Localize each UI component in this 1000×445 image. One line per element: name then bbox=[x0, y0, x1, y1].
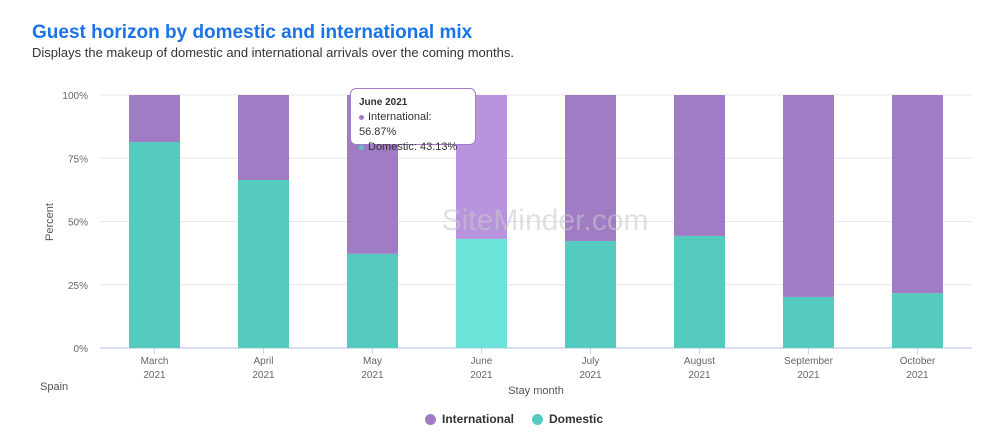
x-tick-label: May bbox=[363, 356, 382, 367]
x-tick-label: 2021 bbox=[906, 370, 929, 381]
international-dot-icon bbox=[359, 114, 364, 120]
bar-domestic[interactable] bbox=[456, 238, 507, 348]
x-tick-label: October bbox=[900, 356, 936, 367]
x-tick-label: March bbox=[141, 356, 169, 367]
bar-domestic[interactable] bbox=[892, 293, 943, 348]
region-label: Spain bbox=[40, 381, 69, 393]
legend-label: International bbox=[442, 412, 515, 426]
tooltip-title: June 2021 bbox=[359, 97, 408, 108]
x-tick-label: 2021 bbox=[797, 370, 820, 381]
y-tick-label: 0% bbox=[74, 344, 89, 355]
legend-label: Domestic bbox=[549, 412, 604, 426]
x-tick-label: August bbox=[684, 356, 715, 367]
bar-international[interactable] bbox=[565, 95, 616, 241]
bar-domestic[interactable] bbox=[565, 240, 616, 348]
chart-subtitle: Displays the makeup of domestic and inte… bbox=[32, 45, 514, 60]
bar-domestic[interactable] bbox=[783, 296, 834, 348]
domestic-circle-icon bbox=[532, 414, 544, 426]
watermark-logo: SiteMinder.com bbox=[442, 204, 649, 237]
x-tick-label: 2021 bbox=[579, 370, 602, 381]
chart-title: Guest horizon by domestic and internatio… bbox=[32, 22, 473, 43]
bar-international[interactable] bbox=[783, 95, 834, 297]
bar-domestic[interactable] bbox=[129, 142, 180, 348]
x-tick-label: June bbox=[471, 356, 493, 367]
y-tick-label: 100% bbox=[62, 91, 88, 102]
bar-domestic[interactable] bbox=[674, 235, 725, 348]
x-tick-label: September bbox=[784, 356, 834, 367]
tooltip-international: International: 56.87% bbox=[359, 111, 432, 138]
x-tick-label: 2021 bbox=[688, 370, 711, 381]
x-axis-label: Stay month bbox=[508, 385, 564, 397]
x-tick-label: 2021 bbox=[361, 370, 384, 381]
international-circle-icon bbox=[425, 414, 436, 426]
bar-domestic[interactable] bbox=[238, 180, 289, 348]
x-tick-label: 2021 bbox=[470, 370, 493, 381]
tooltip-domestic: Domestic: 43.13% bbox=[368, 141, 458, 153]
x-tick-label: 2021 bbox=[143, 370, 166, 381]
y-tick-label: 50% bbox=[68, 218, 88, 229]
legend: International Domestic bbox=[425, 412, 603, 426]
x-tick-label: July bbox=[582, 356, 600, 367]
tooltip: June 2021 International: 56.87% Domestic… bbox=[350, 88, 476, 153]
bar-international[interactable] bbox=[238, 95, 289, 181]
bar-international[interactable] bbox=[129, 95, 180, 143]
domestic-dot-icon bbox=[359, 144, 364, 150]
bar-domestic[interactable] bbox=[347, 253, 398, 348]
legend-item-international[interactable]: International bbox=[425, 412, 514, 426]
x-tick-label: April bbox=[253, 356, 273, 367]
legend-item-domestic[interactable]: Domestic bbox=[532, 412, 603, 426]
y-tick-label: 75% bbox=[68, 154, 88, 165]
y-axis-label: Percent bbox=[44, 203, 56, 241]
x-tick-label: 2021 bbox=[252, 370, 275, 381]
bar-international[interactable] bbox=[892, 95, 943, 294]
bar-international[interactable] bbox=[674, 95, 725, 236]
y-tick-label: 25% bbox=[68, 281, 88, 292]
